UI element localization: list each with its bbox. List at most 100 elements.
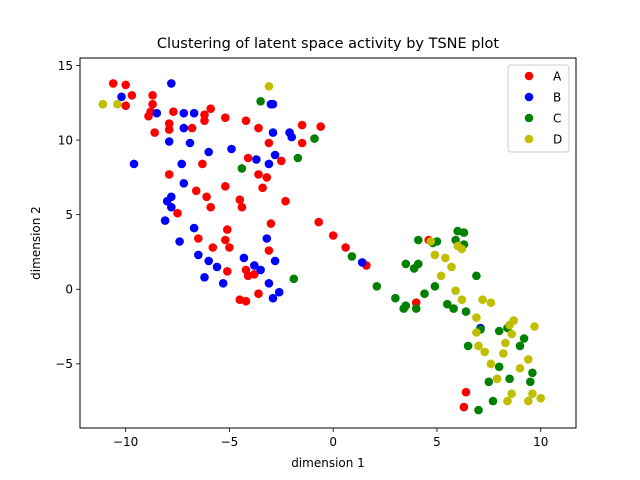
point-c-13 [411, 304, 421, 313]
point-a-11 [169, 107, 178, 116]
y-axis-label: dimension 2 [29, 206, 43, 280]
point-a-3 [121, 101, 130, 110]
point-d-26 [503, 396, 512, 406]
point-a-23 [316, 122, 326, 131]
point-b-15 [287, 132, 297, 142]
point-b-38 [274, 287, 284, 297]
point-b-13 [266, 99, 276, 109]
point-d-14 [474, 341, 483, 351]
point-b-22 [167, 192, 176, 202]
legend-label-d: D [553, 132, 562, 146]
point-c-36 [515, 341, 525, 351]
point-a-30 [191, 186, 201, 196]
point-a-36 [281, 196, 290, 206]
y-tick-label-1: 0 [65, 283, 73, 297]
point-a-24 [243, 153, 253, 163]
point-b-3 [179, 108, 189, 118]
point-c-27 [472, 271, 481, 281]
point-b-36 [270, 256, 280, 266]
point-b-26 [175, 237, 184, 246]
point-a-48 [223, 267, 232, 276]
point-c-4 [289, 274, 299, 284]
point-b-6 [164, 137, 174, 146]
point-d-24 [509, 316, 518, 325]
point-c-33 [494, 362, 504, 372]
x-axis-label: dimension 1 [291, 456, 365, 470]
point-b-4 [189, 108, 199, 118]
point-d-0 [98, 99, 108, 109]
point-c-10 [401, 259, 411, 269]
point-a-20 [277, 156, 286, 166]
point-d-27 [515, 364, 525, 373]
point-a-5 [148, 99, 157, 109]
legend-marker-d [524, 134, 534, 144]
point-b-32 [239, 253, 249, 263]
point-c-26 [463, 341, 473, 351]
point-a-49 [254, 289, 263, 299]
x-axis-ticks: −10 −5 0 5 10 [113, 428, 548, 449]
point-d-21 [501, 338, 510, 348]
point-c-19 [443, 299, 452, 309]
point-d-23 [507, 329, 516, 339]
point-d-12 [472, 313, 481, 322]
point-a-31 [202, 192, 211, 202]
point-c-12 [414, 259, 423, 269]
point-a-37 [173, 208, 182, 218]
point-c-28 [474, 405, 483, 415]
point-b-39 [268, 293, 278, 303]
point-a-32 [206, 202, 215, 212]
point-d-10 [451, 286, 460, 296]
point-c-17 [430, 282, 440, 291]
point-d-20 [499, 349, 508, 358]
point-b-18 [264, 159, 274, 169]
point-c-25 [461, 307, 471, 316]
point-c-14 [414, 235, 423, 245]
point-d-16 [478, 295, 487, 305]
point-a-59 [459, 402, 469, 412]
point-a-52 [314, 217, 324, 227]
x-tick-label-3: 5 [433, 435, 441, 449]
point-a-21 [297, 120, 307, 130]
point-b-9 [177, 159, 186, 169]
point-b-23 [167, 202, 176, 212]
point-d-15 [480, 347, 490, 357]
point-b-5 [179, 123, 189, 133]
point-a-4 [148, 91, 157, 100]
x-tick-label-1: −5 [221, 435, 239, 449]
point-b-8 [129, 159, 139, 169]
point-a-9 [164, 119, 174, 128]
point-a-17 [241, 116, 251, 125]
point-a-47 [250, 270, 259, 279]
point-a-34 [235, 195, 245, 204]
point-b-10 [204, 147, 213, 157]
point-c-15 [420, 289, 429, 299]
point-b-0 [117, 92, 126, 102]
point-d-29 [530, 322, 539, 331]
point-a-8 [150, 128, 159, 137]
legend-box [507, 64, 570, 153]
point-a-19 [264, 138, 274, 148]
point-a-53 [328, 231, 338, 240]
point-d-13 [472, 328, 481, 337]
point-b-17 [270, 150, 280, 160]
point-d-4 [430, 250, 440, 260]
point-a-18 [254, 123, 263, 133]
point-d-18 [486, 359, 496, 369]
legend-label-a: A [553, 69, 562, 83]
point-b-19 [252, 155, 261, 164]
point-c-9 [401, 301, 411, 311]
x-tick-label-0: −10 [113, 435, 138, 449]
y-axis-ticks: −5 0 5 10 15 [55, 59, 80, 371]
point-c-31 [488, 396, 498, 406]
point-a-58 [461, 387, 471, 397]
point-a-28 [198, 159, 207, 169]
point-b-34 [262, 234, 272, 243]
point-c-32 [494, 326, 504, 336]
point-d-19 [492, 374, 502, 384]
point-c-38 [526, 377, 535, 387]
point-a-25 [254, 170, 263, 179]
point-a-54 [341, 243, 350, 252]
point-a-38 [266, 219, 276, 228]
